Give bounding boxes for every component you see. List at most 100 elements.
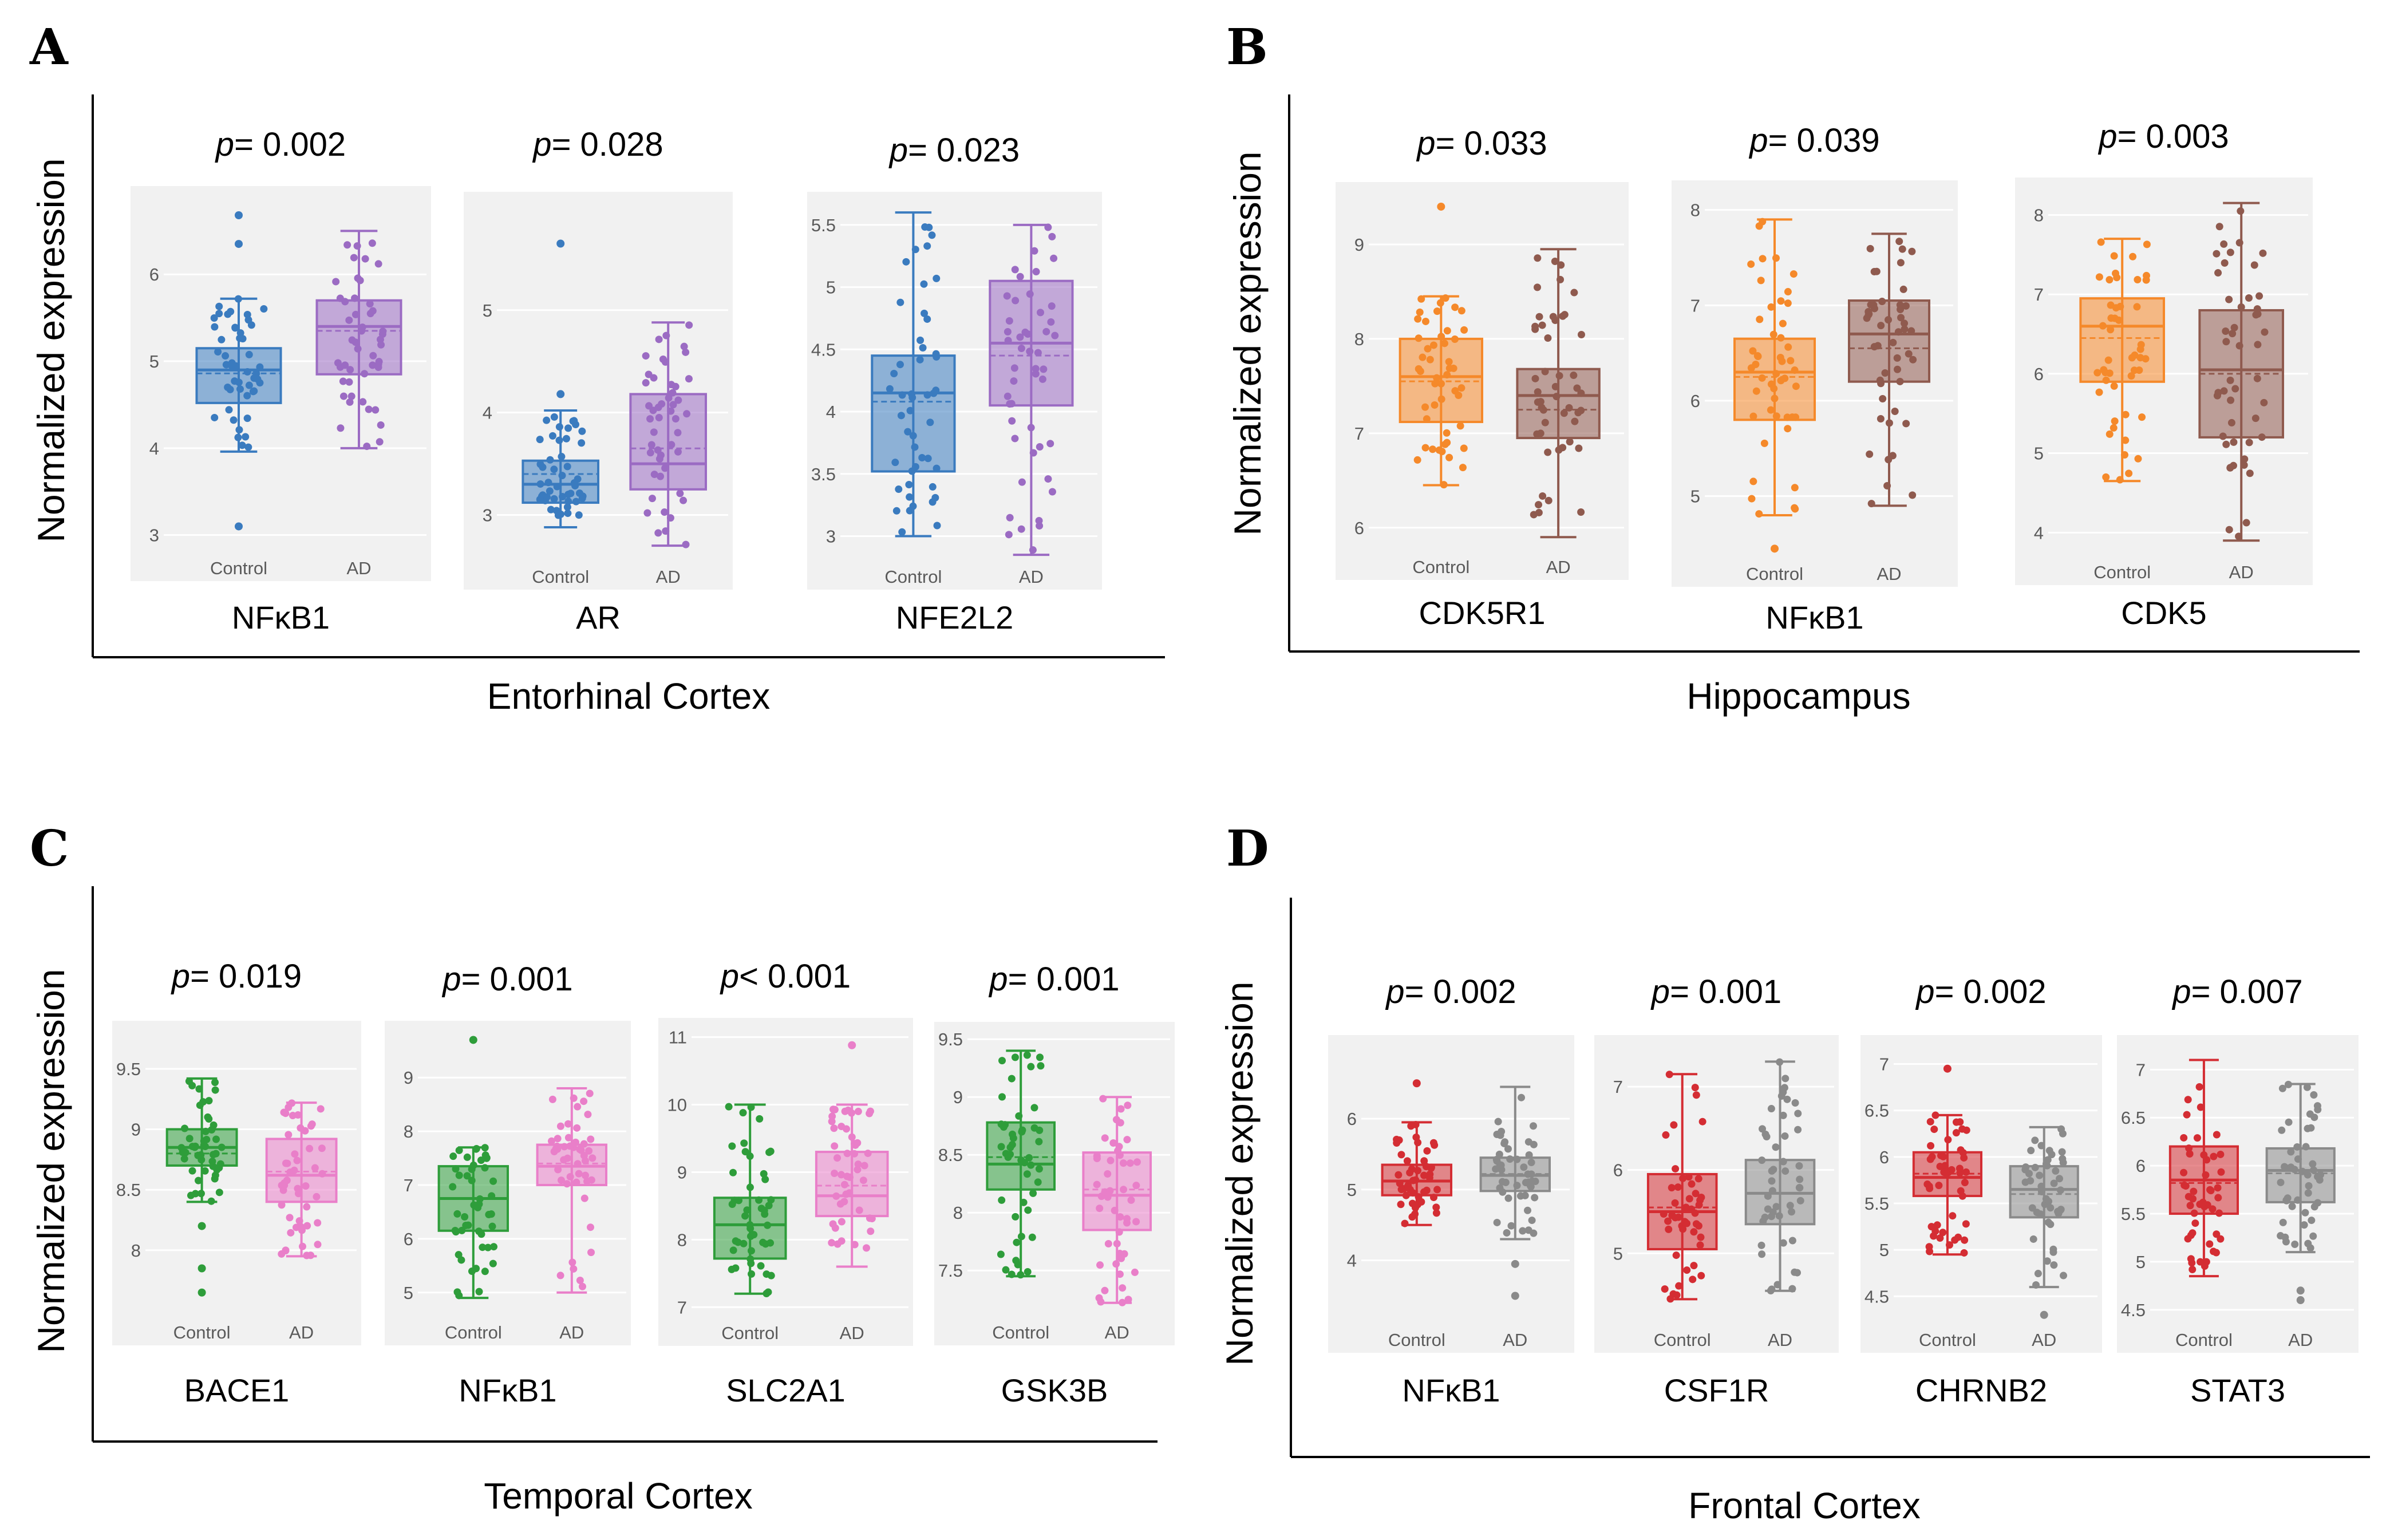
data-point (932, 350, 940, 358)
data-point (838, 1123, 846, 1131)
data-point (1420, 1157, 1428, 1165)
box-control (2079, 297, 2165, 383)
data-point (563, 1154, 571, 1162)
data-point (924, 455, 932, 463)
gene-label: BACE1 (184, 1372, 290, 1408)
data-point (2099, 322, 2107, 330)
data-point (1521, 1191, 1529, 1199)
data-point (2093, 369, 2101, 377)
data-point (1397, 1151, 1405, 1159)
outlier-point (1943, 1064, 1952, 1073)
data-point (1116, 1270, 1124, 1278)
data-point (1413, 456, 1421, 464)
category-label: AD (1877, 564, 1901, 584)
data-point (1682, 1203, 1690, 1211)
data-point (584, 1111, 592, 1119)
data-point (911, 443, 919, 451)
data-point (564, 497, 572, 506)
data-point (1132, 1182, 1140, 1190)
data-point (1758, 374, 1766, 382)
data-point (2107, 314, 2115, 322)
data-point (2220, 387, 2228, 395)
y-tick-label: 8 (404, 1122, 413, 1142)
data-point (303, 1251, 311, 1259)
data-point (1779, 1158, 1787, 1166)
p-value-symbol: p (441, 961, 461, 998)
outlier-point (848, 1041, 856, 1049)
data-point (2242, 519, 2250, 527)
data-point (658, 400, 666, 408)
y-tick-label: 4 (1347, 1251, 1357, 1271)
chart-d-csf1r: 5 6 7 Control AD p= 0.001 CSF1R (1594, 973, 1839, 1408)
data-point (666, 514, 674, 522)
data-point (1951, 1236, 1959, 1244)
category-label: AD (289, 1322, 314, 1342)
data-point (642, 352, 650, 360)
data-point (1426, 356, 1434, 364)
data-point (1046, 440, 1054, 448)
data-point (2304, 1124, 2312, 1132)
data-point (244, 316, 252, 324)
data-point (2203, 1156, 2211, 1164)
data-point (1496, 1184, 1504, 1192)
data-point (2245, 439, 2253, 447)
data-point (1557, 275, 1565, 283)
data-point (1781, 1132, 1789, 1140)
data-point (1759, 1125, 1767, 1133)
data-point (650, 428, 658, 436)
data-point (759, 1238, 767, 1246)
data-point (1791, 1268, 1799, 1276)
data-point (1770, 385, 1778, 393)
data-point (468, 1176, 476, 1184)
data-point (236, 334, 244, 342)
p-value-symbol: p (988, 961, 1008, 998)
y-tick-label: 4.5 (2121, 1300, 2146, 1320)
panel-letter-b: B (1226, 18, 1268, 76)
data-point (351, 338, 360, 346)
data-point (1768, 1177, 1776, 1185)
outlier-point (1511, 1259, 1519, 1268)
data-point (194, 1151, 202, 1159)
data-point (563, 1180, 571, 1188)
data-point (343, 241, 351, 249)
y-tick-label: 5 (1613, 1243, 1623, 1263)
data-point (1029, 449, 1037, 457)
data-point (1665, 1225, 1673, 1233)
data-point (2212, 1249, 2220, 1257)
data-point (1451, 387, 1459, 395)
data-point (2235, 342, 2243, 350)
data-point (909, 502, 917, 510)
data-point (1032, 365, 1040, 373)
data-point (550, 1147, 558, 1155)
data-point (734, 1238, 742, 1246)
data-point (1866, 244, 1874, 252)
data-point (1117, 1254, 1125, 1262)
data-point (917, 336, 925, 344)
panel-d-y-axis-label: Normalized expression (1218, 981, 1261, 1365)
data-point (1030, 1124, 1038, 1132)
data-point (1519, 1227, 1527, 1235)
data-point (1796, 1184, 1804, 1192)
data-point (1905, 350, 1913, 358)
data-point (2199, 1198, 2207, 1206)
data-point (1421, 317, 1429, 325)
data-point (375, 358, 383, 366)
data-point (573, 1124, 581, 1132)
data-point (1440, 481, 1448, 489)
data-point (1755, 510, 1763, 518)
panel-b: B Normalized expression Hippocampus 6 7 8 9… (1226, 18, 2360, 717)
data-point (2278, 1084, 2286, 1092)
data-point (2193, 1134, 2201, 1142)
y-tick-label: 5 (483, 301, 492, 321)
y-tick-label: 7 (1354, 424, 1364, 444)
data-point (2032, 1281, 2040, 1289)
data-point (1006, 400, 1014, 408)
data-point (1093, 1155, 1101, 1163)
data-point (1013, 1238, 1021, 1246)
data-point (667, 407, 675, 415)
data-point (2052, 1167, 2060, 1175)
box-ad (815, 1151, 889, 1218)
data-point (211, 1175, 219, 1183)
data-point (2254, 310, 2262, 318)
data-point (2226, 248, 2234, 256)
